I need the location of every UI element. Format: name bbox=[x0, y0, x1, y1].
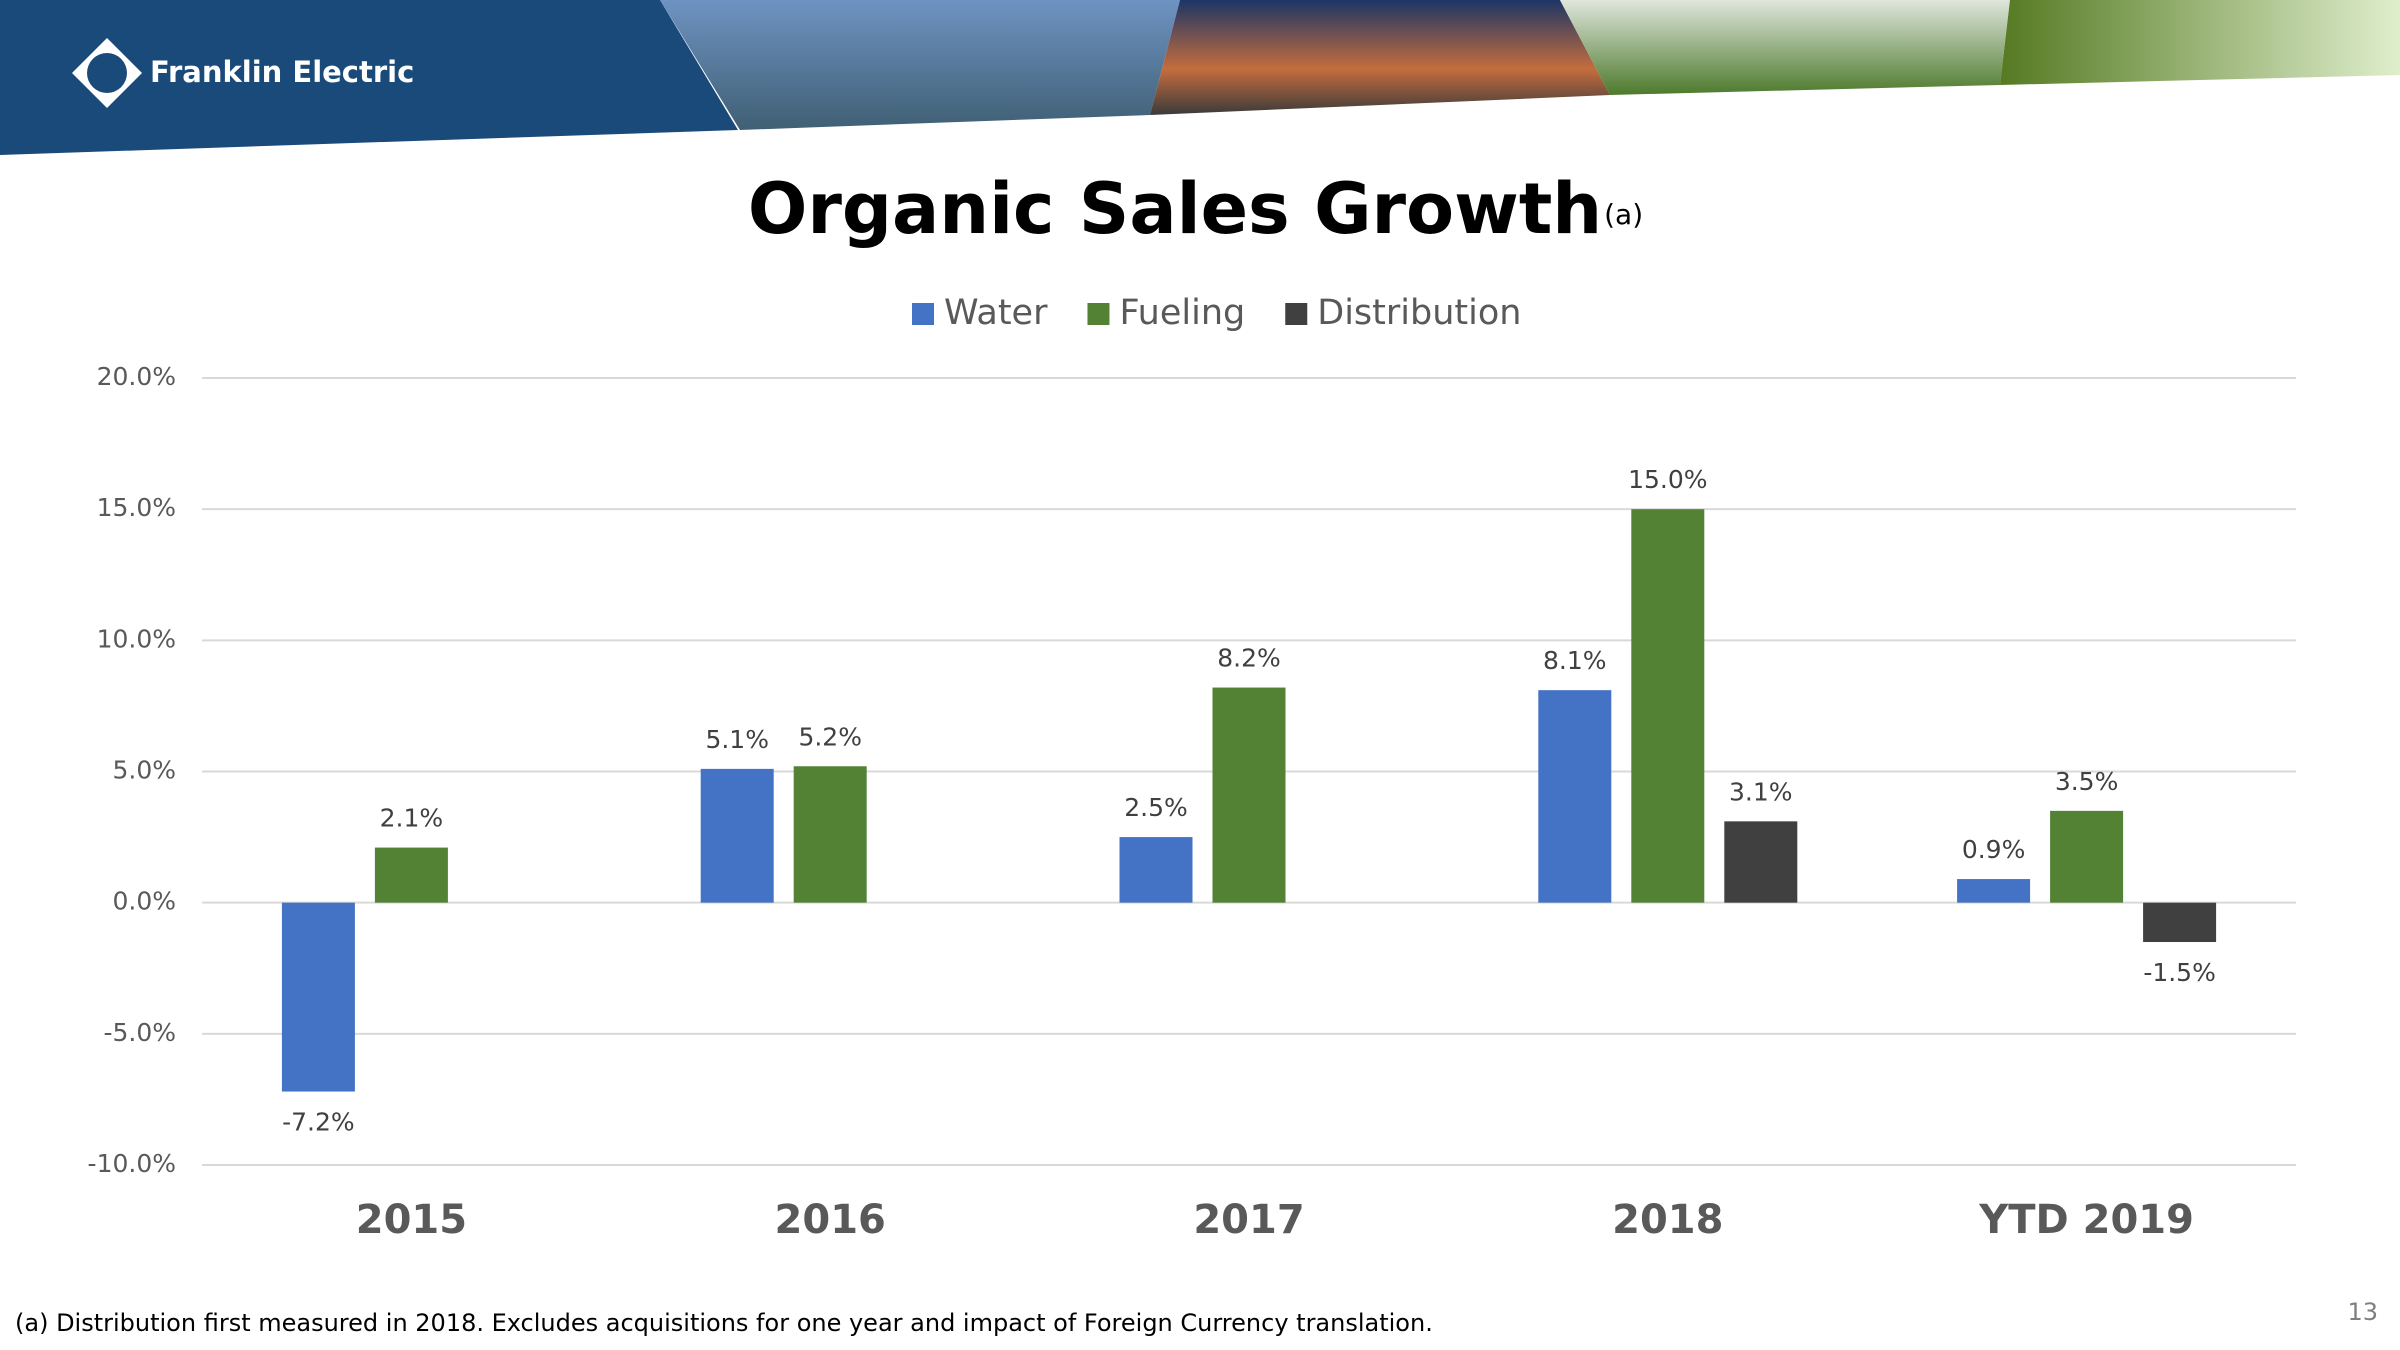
brand: Franklin Electric bbox=[150, 55, 414, 89]
bar bbox=[1724, 821, 1798, 903]
data-label: 5.2% bbox=[798, 722, 862, 751]
bar bbox=[281, 902, 355, 1092]
header-band bbox=[0, 0, 738, 155]
legend-swatch bbox=[912, 303, 934, 325]
bar bbox=[1212, 687, 1286, 903]
data-label: 2.1% bbox=[380, 804, 444, 833]
bar bbox=[1119, 837, 1193, 903]
data-label: 15.0% bbox=[1628, 465, 1707, 494]
legend-label: Fueling bbox=[1119, 293, 1245, 333]
legend-label: Water bbox=[944, 293, 1048, 333]
x-tick-label: 2018 bbox=[1612, 1197, 1723, 1243]
title-note: (a) bbox=[1604, 198, 1643, 231]
bar bbox=[374, 847, 448, 903]
bar bbox=[1538, 690, 1612, 903]
y-tick-label: -10.0% bbox=[88, 1149, 176, 1178]
bar bbox=[2050, 810, 2124, 903]
header-photo bbox=[1560, 0, 2010, 95]
bar bbox=[1631, 509, 1705, 903]
data-label: 8.1% bbox=[1543, 646, 1607, 675]
page-number: 13 bbox=[2347, 1298, 2378, 1326]
x-tick-label: 2017 bbox=[1193, 1197, 1304, 1243]
y-tick-label: 15.0% bbox=[97, 493, 176, 522]
data-label: -1.5% bbox=[2143, 958, 2216, 987]
bar bbox=[793, 766, 867, 903]
data-label: -7.2% bbox=[282, 1108, 355, 1137]
x-tick-label: 2015 bbox=[356, 1197, 467, 1243]
bar bbox=[700, 768, 774, 903]
chart-title: Organic Sales Growth bbox=[748, 168, 1602, 250]
data-label: 3.5% bbox=[2055, 767, 2119, 796]
y-tick-label: -5.0% bbox=[103, 1018, 176, 1047]
legend-swatch bbox=[1087, 303, 1110, 325]
y-tick-label: 0.0% bbox=[112, 887, 176, 916]
header: Franklin Electric bbox=[0, 0, 2400, 155]
bar bbox=[1957, 879, 2031, 903]
legend-swatch bbox=[1285, 303, 1308, 325]
bar bbox=[2143, 902, 2217, 943]
y-tick-label: 5.0% bbox=[112, 756, 176, 785]
legend-label: Distribution bbox=[1317, 293, 1521, 333]
data-label: 8.2% bbox=[1217, 644, 1281, 673]
logo-mark bbox=[87, 53, 127, 93]
y-tick-label: 10.0% bbox=[97, 624, 176, 653]
data-label: 0.9% bbox=[1962, 835, 2026, 864]
header-photo bbox=[660, 0, 1180, 130]
x-tick-label: YTD 2019 bbox=[1978, 1197, 2194, 1243]
x-tick-label: 2016 bbox=[775, 1197, 886, 1243]
footnote: (a) Distribution first measured in 2018.… bbox=[15, 1309, 1433, 1337]
data-label: 2.5% bbox=[1124, 793, 1188, 822]
header-photo bbox=[2000, 0, 2400, 85]
header-photo bbox=[1150, 0, 1610, 115]
data-label: 3.1% bbox=[1729, 777, 1793, 806]
data-label: 5.1% bbox=[705, 725, 769, 754]
y-tick-label: 20.0% bbox=[97, 362, 176, 391]
